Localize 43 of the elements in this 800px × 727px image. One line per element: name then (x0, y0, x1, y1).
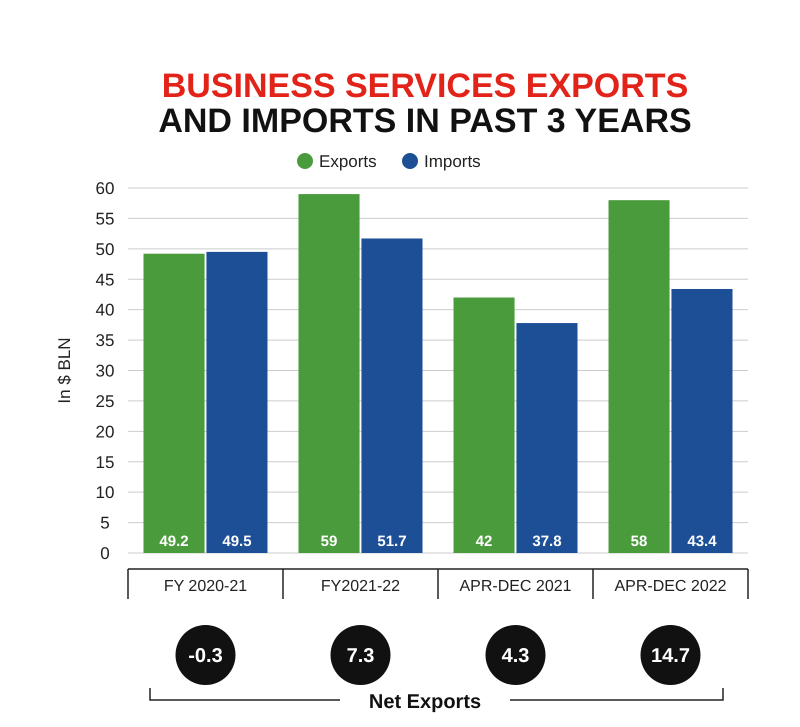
bar (671, 288, 732, 553)
y-tick-label: 30 (96, 362, 114, 380)
bar (608, 200, 670, 553)
bar (298, 194, 360, 553)
y-tick-label: 60 (96, 179, 114, 198)
x-tick-label: APR-DEC 2022 (614, 578, 727, 595)
chart-title: BUSINESS SERVICES EXPORTS (162, 67, 688, 105)
legend-label: Imports (424, 152, 481, 171)
y-tick-label: 35 (96, 331, 114, 350)
data-label: 49.5 (222, 533, 252, 550)
y-tick-label: 10 (96, 483, 114, 502)
y-tick-label: 50 (96, 240, 114, 259)
x-tick-label: FY 2020-21 (164, 578, 248, 595)
bar (206, 252, 268, 553)
bar (516, 323, 578, 553)
data-label: 42 (476, 533, 492, 550)
data-label: 49.2 (159, 533, 189, 550)
y-tick-label: 15 (96, 452, 114, 472)
data-label: 58 (630, 533, 648, 550)
y-tick-label: 5 (100, 514, 110, 533)
y-axis-title: In $ BLN (55, 337, 74, 404)
y-tick-label: 25 (96, 392, 114, 411)
data-label: 59 (320, 533, 338, 550)
text: 7.3 (346, 645, 374, 667)
chart-subtitle: AND IMPORTS IN PAST 3 YEARS (158, 102, 692, 140)
y-tick-label: 40 (96, 300, 114, 320)
text: -0.3 (188, 645, 223, 667)
y-tick-label: 20 (96, 422, 114, 442)
data-label: 43.4 (687, 533, 718, 550)
bar (144, 254, 205, 553)
text: 4.3 (502, 645, 530, 667)
bar (454, 298, 515, 553)
data-label: 37.8 (532, 533, 562, 550)
legend-label: Exports (319, 152, 377, 171)
text: Net Exports (368, 691, 482, 713)
bar (361, 238, 422, 553)
y-tick-label: 55 (96, 209, 114, 228)
x-tick-label: FY2021-22 (320, 578, 400, 595)
y-tick-label: 0 (100, 544, 110, 563)
x-tick-label: APR-DEC 2021 (459, 578, 572, 595)
y-tick-label: 45 (96, 270, 114, 290)
data-label: 51.7 (377, 533, 407, 550)
text: 14.7 (651, 645, 690, 667)
